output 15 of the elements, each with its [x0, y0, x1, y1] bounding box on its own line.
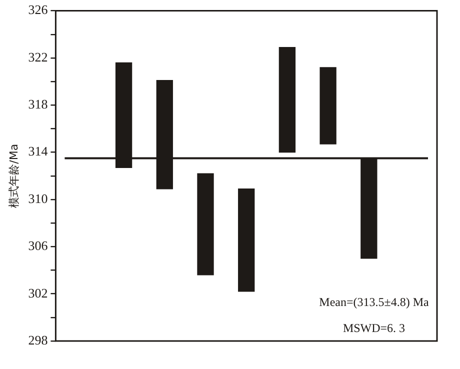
- y-tick-label: 306: [28, 238, 48, 254]
- annotation: Mean=(313.5±4.8) Ma: [319, 295, 430, 309]
- y-tick-label: 318: [28, 96, 48, 112]
- y-axis-title: 模式年龄/Ma: [7, 144, 20, 208]
- y-tick-label: 302: [28, 285, 48, 300]
- bar: [320, 67, 336, 144]
- bar: [278, 47, 296, 153]
- y-tick-label: 314: [28, 144, 48, 159]
- y-tick-label: 322: [28, 49, 48, 64]
- bar: [238, 188, 255, 292]
- y-tick-label: 310: [28, 190, 48, 206]
- y-tick-label: 326: [28, 2, 48, 18]
- annotation: MSWD=6. 3: [342, 321, 406, 335]
- bar: [197, 173, 214, 276]
- y-tick-label: 298: [28, 332, 48, 348]
